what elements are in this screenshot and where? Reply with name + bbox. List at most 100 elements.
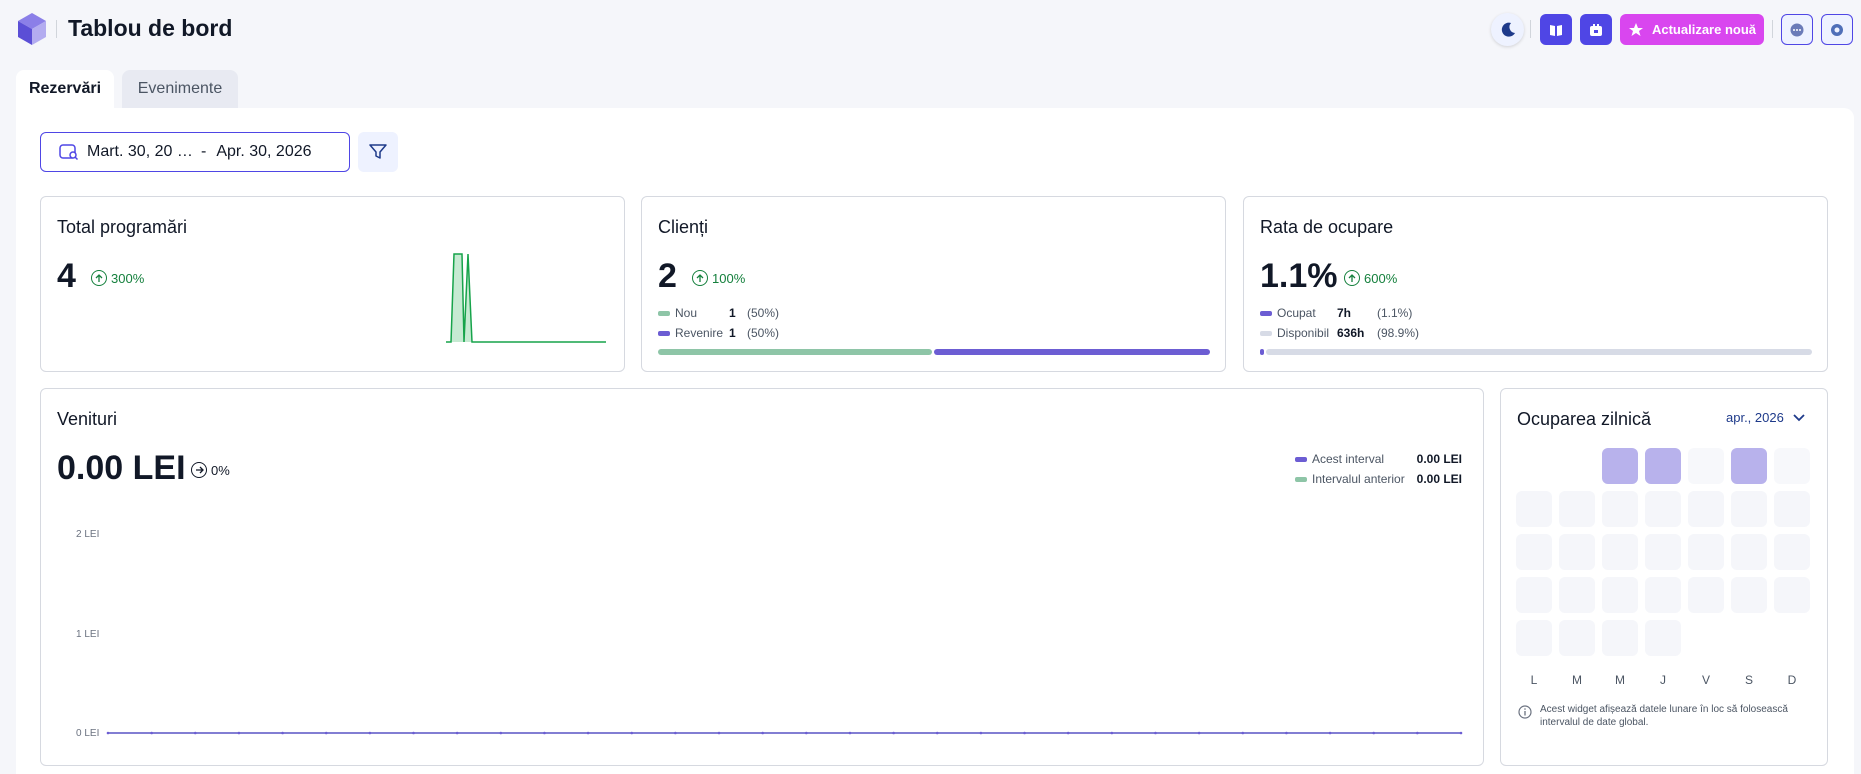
data-point bbox=[543, 731, 546, 735]
data-point bbox=[193, 731, 197, 735]
calendar-day[interactable] bbox=[1645, 491, 1681, 527]
trend-value: 600% bbox=[1364, 270, 1398, 286]
total-bookings-trend: 300% bbox=[91, 270, 144, 286]
total-bookings-card: Total programări 4 300% bbox=[40, 196, 625, 372]
gear-icon bbox=[1831, 23, 1843, 36]
page-title: Tablou de bord bbox=[68, 15, 233, 41]
calendar-day[interactable] bbox=[1774, 577, 1810, 613]
chat-button[interactable] bbox=[1781, 14, 1813, 45]
calendar-day[interactable] bbox=[1731, 534, 1767, 570]
data-point bbox=[717, 731, 721, 735]
calendar-search-icon bbox=[59, 144, 79, 161]
calendar-day[interactable] bbox=[1516, 491, 1552, 527]
calendar-day[interactable] bbox=[1645, 577, 1681, 613]
chevron-down-icon bbox=[1793, 413, 1805, 421]
y-tick-label: 0 LEI bbox=[76, 728, 100, 739]
calendar-day[interactable] bbox=[1731, 577, 1767, 613]
filter-button[interactable] bbox=[358, 132, 398, 172]
calendar-day[interactable] bbox=[1559, 534, 1595, 570]
calendar-day[interactable] bbox=[1602, 448, 1638, 484]
data-point bbox=[1285, 731, 1288, 735]
bar-segment bbox=[1260, 349, 1265, 355]
data-point bbox=[237, 731, 241, 735]
clients-trend: 100% bbox=[692, 270, 745, 286]
calendar-day[interactable] bbox=[1645, 620, 1681, 656]
calendar-day[interactable] bbox=[1602, 577, 1638, 613]
data-point bbox=[586, 731, 590, 735]
calendar-day[interactable] bbox=[1602, 620, 1638, 656]
calendar-day[interactable] bbox=[1688, 491, 1724, 527]
data-point bbox=[935, 731, 939, 735]
total-bookings-value: 4 bbox=[57, 257, 76, 295]
occupancy-value: 1.1% bbox=[1260, 257, 1338, 295]
calendar-day[interactable] bbox=[1688, 534, 1724, 570]
trend-value: 0% bbox=[211, 462, 230, 478]
calendar-day[interactable] bbox=[1774, 534, 1810, 570]
data-point bbox=[848, 731, 852, 735]
legend-swatch bbox=[658, 330, 670, 336]
month-label: apr., 2026 bbox=[1726, 410, 1784, 425]
tab-evenimente[interactable]: Evenimente bbox=[122, 70, 238, 108]
clients-split-bar bbox=[658, 349, 1210, 355]
data-point bbox=[150, 731, 153, 735]
update-button[interactable]: Actualizare nouă bbox=[1620, 14, 1764, 45]
calendar-day[interactable] bbox=[1559, 577, 1595, 613]
guide-button[interactable] bbox=[1540, 14, 1572, 45]
data-point bbox=[455, 731, 459, 735]
settings-button[interactable] bbox=[1821, 14, 1853, 45]
data-point bbox=[1154, 731, 1157, 735]
app-logo-icon[interactable] bbox=[16, 12, 48, 46]
calendar-day[interactable] bbox=[1731, 448, 1767, 484]
tab-rezervari[interactable]: Rezervări bbox=[16, 70, 114, 108]
arrow-up-icon bbox=[692, 270, 708, 286]
month-selector[interactable]: apr., 2026 bbox=[1726, 410, 1806, 425]
data-point bbox=[1459, 731, 1463, 735]
arrow-up-icon bbox=[1344, 270, 1360, 286]
info-text: Acest widget afișează datele lunare în l… bbox=[1540, 704, 1788, 728]
calendar-day[interactable] bbox=[1645, 534, 1681, 570]
data-point bbox=[324, 731, 328, 735]
calendar-day[interactable] bbox=[1602, 491, 1638, 527]
daily-occupancy-title: Ocuparea zilnică bbox=[1517, 409, 1652, 429]
arrow-right-icon bbox=[191, 462, 207, 478]
data-point bbox=[892, 731, 895, 735]
date-separator: - bbox=[201, 143, 207, 160]
theme-toggle-button[interactable] bbox=[1491, 13, 1524, 46]
calendar-day[interactable] bbox=[1731, 491, 1767, 527]
calendar-day[interactable] bbox=[1559, 491, 1595, 527]
calendar-day[interactable] bbox=[1602, 534, 1638, 570]
legend-swatch bbox=[1260, 310, 1272, 316]
data-point bbox=[281, 731, 284, 735]
legend-swatch bbox=[1295, 476, 1307, 482]
calendar-day[interactable] bbox=[1774, 491, 1810, 527]
calendar-day[interactable] bbox=[1516, 620, 1552, 656]
data-point bbox=[1372, 731, 1376, 735]
legend-occupied: Ocupat 7h (1.1%) bbox=[1260, 306, 1412, 320]
data-point bbox=[1416, 731, 1419, 735]
calendar-day[interactable] bbox=[1516, 534, 1552, 570]
revenue-trend: 0% bbox=[191, 462, 230, 478]
data-point bbox=[1197, 731, 1201, 735]
calendar-day[interactable] bbox=[1559, 620, 1595, 656]
trend-value: 300% bbox=[111, 270, 145, 286]
data-point bbox=[106, 731, 110, 735]
legend-previous-interval: Intervalul anterior 0.00 LEI bbox=[1295, 472, 1462, 486]
date-end: Apr. 30, 2026 bbox=[216, 143, 312, 160]
data-point bbox=[674, 731, 677, 735]
calendar-day[interactable] bbox=[1688, 448, 1724, 484]
data-point bbox=[1023, 731, 1026, 735]
calendar-day[interactable] bbox=[1516, 577, 1552, 613]
date-range-picker[interactable]: Mart. 30, 20 … - Apr. 30, 2026 bbox=[40, 132, 350, 172]
store-button[interactable] bbox=[1580, 14, 1612, 45]
sparkle-icon bbox=[1628, 22, 1643, 36]
calendar-day[interactable] bbox=[1645, 448, 1681, 484]
calendar-day[interactable] bbox=[1774, 448, 1810, 484]
update-label: Actualizare nouă bbox=[1651, 22, 1757, 37]
calendar-day[interactable] bbox=[1688, 577, 1724, 613]
legend-new: Nou 1 (50%) bbox=[658, 306, 779, 320]
total-bookings-title: Total programări bbox=[57, 217, 188, 237]
calendar-store-icon bbox=[1590, 23, 1602, 36]
weekday-label: M bbox=[1572, 673, 1582, 687]
occupancy-trend: 600% bbox=[1344, 270, 1397, 286]
legend-returning: Revenire 1 (50%) bbox=[658, 326, 779, 340]
